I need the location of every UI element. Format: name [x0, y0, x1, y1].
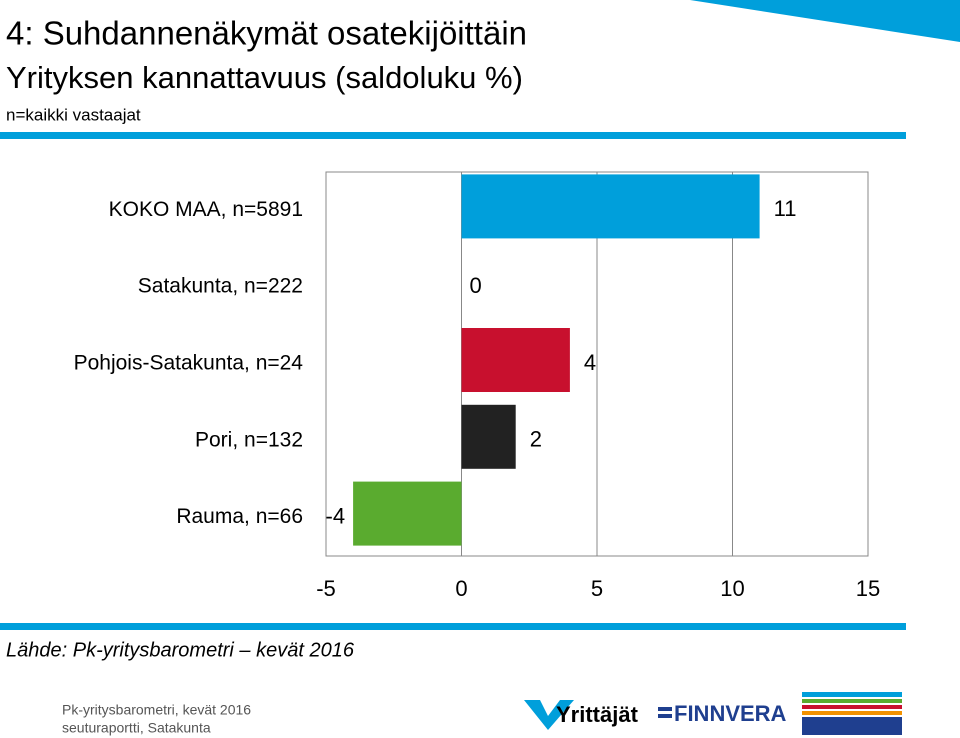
logo: Yrittäjät	[556, 702, 639, 727]
plot: -5 0 5 10 15 KOKO MAA, n=5891 11 Satakunta, n=2…	[74, 171, 880, 601]
footer-line: seuturaportti, Satakunta	[62, 720, 211, 736]
category-label: Rauma, n=66	[176, 505, 303, 528]
corner-decoration	[690, 0, 960, 42]
x-tick-label: 0	[455, 576, 467, 601]
bar	[461, 404, 516, 469]
chart-subtitle: Yrityksen kannattavuus (saldoluku %)	[6, 60, 523, 95]
value-label: 11	[774, 196, 797, 221]
x-tick-label: 5	[591, 576, 603, 601]
logo-mark	[524, 700, 574, 730]
ministry-logo	[802, 692, 902, 735]
category-label: Pori, n=132	[195, 428, 303, 451]
source: Lähde: Pk-yritysbarometri – kevät 2016	[6, 639, 355, 661]
category-label: Pohjois-Satakunta, n=24	[74, 352, 304, 375]
chart-note: n=kaikki vastaajat	[6, 105, 141, 124]
value-label: -4	[326, 503, 346, 528]
divider	[0, 623, 906, 630]
category-label: KOKO MAA, n=5891	[109, 198, 303, 221]
chart-title: 4: Suhdannenäkymät osatekijöittäin	[6, 15, 527, 52]
logo-mark	[658, 707, 672, 711]
divider	[0, 132, 906, 139]
value-label: 2	[530, 427, 542, 452]
x-tick-label: 15	[856, 576, 880, 601]
x-tick-label: -5	[316, 576, 336, 601]
category-label: Satakunta, n=222	[138, 275, 303, 298]
logo: FINNVERA	[674, 701, 787, 726]
footer-line: Pk-yritysbarometri, kevät 2016	[62, 702, 251, 718]
value-label: 4	[584, 350, 596, 375]
value-label: 0	[470, 273, 482, 298]
bar	[353, 481, 462, 546]
bar	[461, 174, 760, 239]
x-tick-label: 10	[720, 576, 744, 601]
logo-mark	[658, 714, 672, 718]
bar	[461, 328, 570, 392]
